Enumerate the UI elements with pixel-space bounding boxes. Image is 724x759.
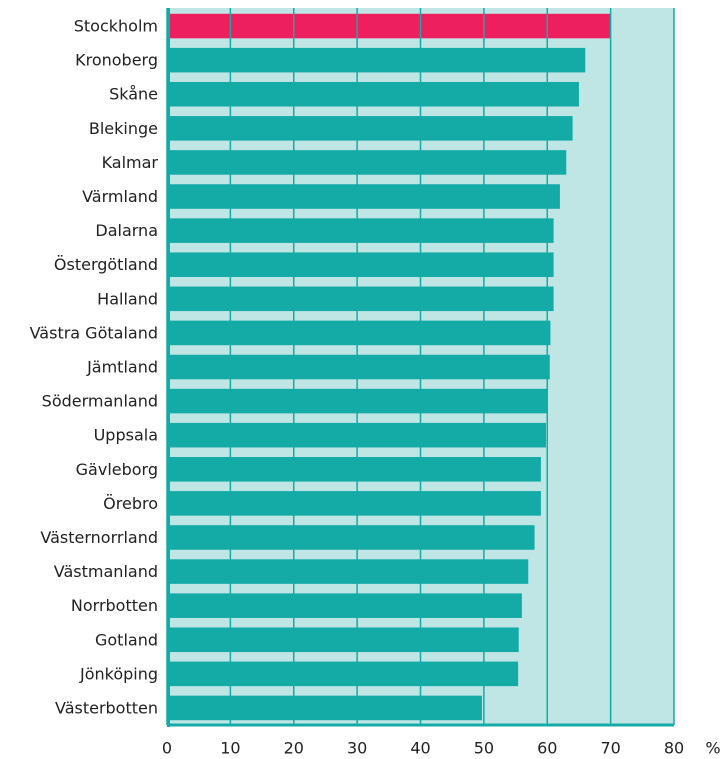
y-tick-label: Jämtland bbox=[86, 358, 158, 377]
y-tick-label: Östergötland bbox=[54, 255, 158, 274]
bar bbox=[167, 13, 611, 39]
x-tick-label: 0 bbox=[162, 739, 172, 758]
bar bbox=[167, 627, 519, 653]
bar bbox=[167, 320, 551, 346]
x-tick-label: 30 bbox=[347, 739, 367, 758]
y-tick-label: Gävleborg bbox=[76, 460, 158, 479]
bar bbox=[167, 150, 567, 175]
y-tick-label: Norrbotten bbox=[71, 596, 158, 615]
y-tick-label: Blekinge bbox=[89, 119, 158, 138]
y-tick-label: Västernorrland bbox=[40, 528, 158, 547]
y-tick-label: Uppsala bbox=[94, 426, 158, 445]
y-tick-label: Kalmar bbox=[102, 153, 159, 172]
y-tick-label: Kronoberg bbox=[75, 51, 158, 70]
bar bbox=[167, 661, 519, 687]
bar bbox=[167, 491, 541, 516]
bar bbox=[167, 559, 529, 584]
bar bbox=[167, 116, 573, 141]
y-tick-label: Västmanland bbox=[54, 562, 158, 581]
bar bbox=[167, 218, 554, 243]
y-tick-label: Södermanland bbox=[42, 392, 158, 411]
bar bbox=[167, 525, 535, 550]
y-tick-label: Stockholm bbox=[74, 17, 158, 36]
x-tick-label: 20 bbox=[284, 739, 304, 758]
bar bbox=[167, 47, 586, 73]
bar bbox=[167, 593, 522, 618]
y-tick-label: Örebro bbox=[103, 494, 158, 513]
bar bbox=[167, 252, 554, 277]
bar bbox=[167, 695, 482, 721]
y-tick-label: Västerbotten bbox=[55, 698, 158, 717]
x-tick-label: 60 bbox=[537, 739, 557, 758]
bar bbox=[167, 457, 541, 482]
y-tick-label: Jönköping bbox=[79, 664, 158, 683]
x-tick-label: 80 bbox=[664, 739, 684, 758]
x-tick-label: 40 bbox=[410, 739, 430, 758]
bar bbox=[167, 354, 550, 380]
bar bbox=[167, 286, 554, 312]
y-tick-label: Gotland bbox=[95, 630, 158, 649]
x-tick-label: 10 bbox=[220, 739, 240, 758]
y-tick-label: Dalarna bbox=[95, 221, 158, 240]
x-tick-label: 70 bbox=[600, 739, 620, 758]
x-tick-label: 50 bbox=[474, 739, 494, 758]
bar bbox=[167, 81, 579, 107]
y-tick-label: Värmland bbox=[82, 187, 158, 206]
bar bbox=[167, 184, 560, 209]
y-tick-label: Västra Götaland bbox=[30, 323, 158, 342]
y-tick-label: Halland bbox=[97, 289, 158, 308]
y-tick-label: Skåne bbox=[109, 85, 158, 104]
x-axis-label: % bbox=[705, 739, 720, 758]
